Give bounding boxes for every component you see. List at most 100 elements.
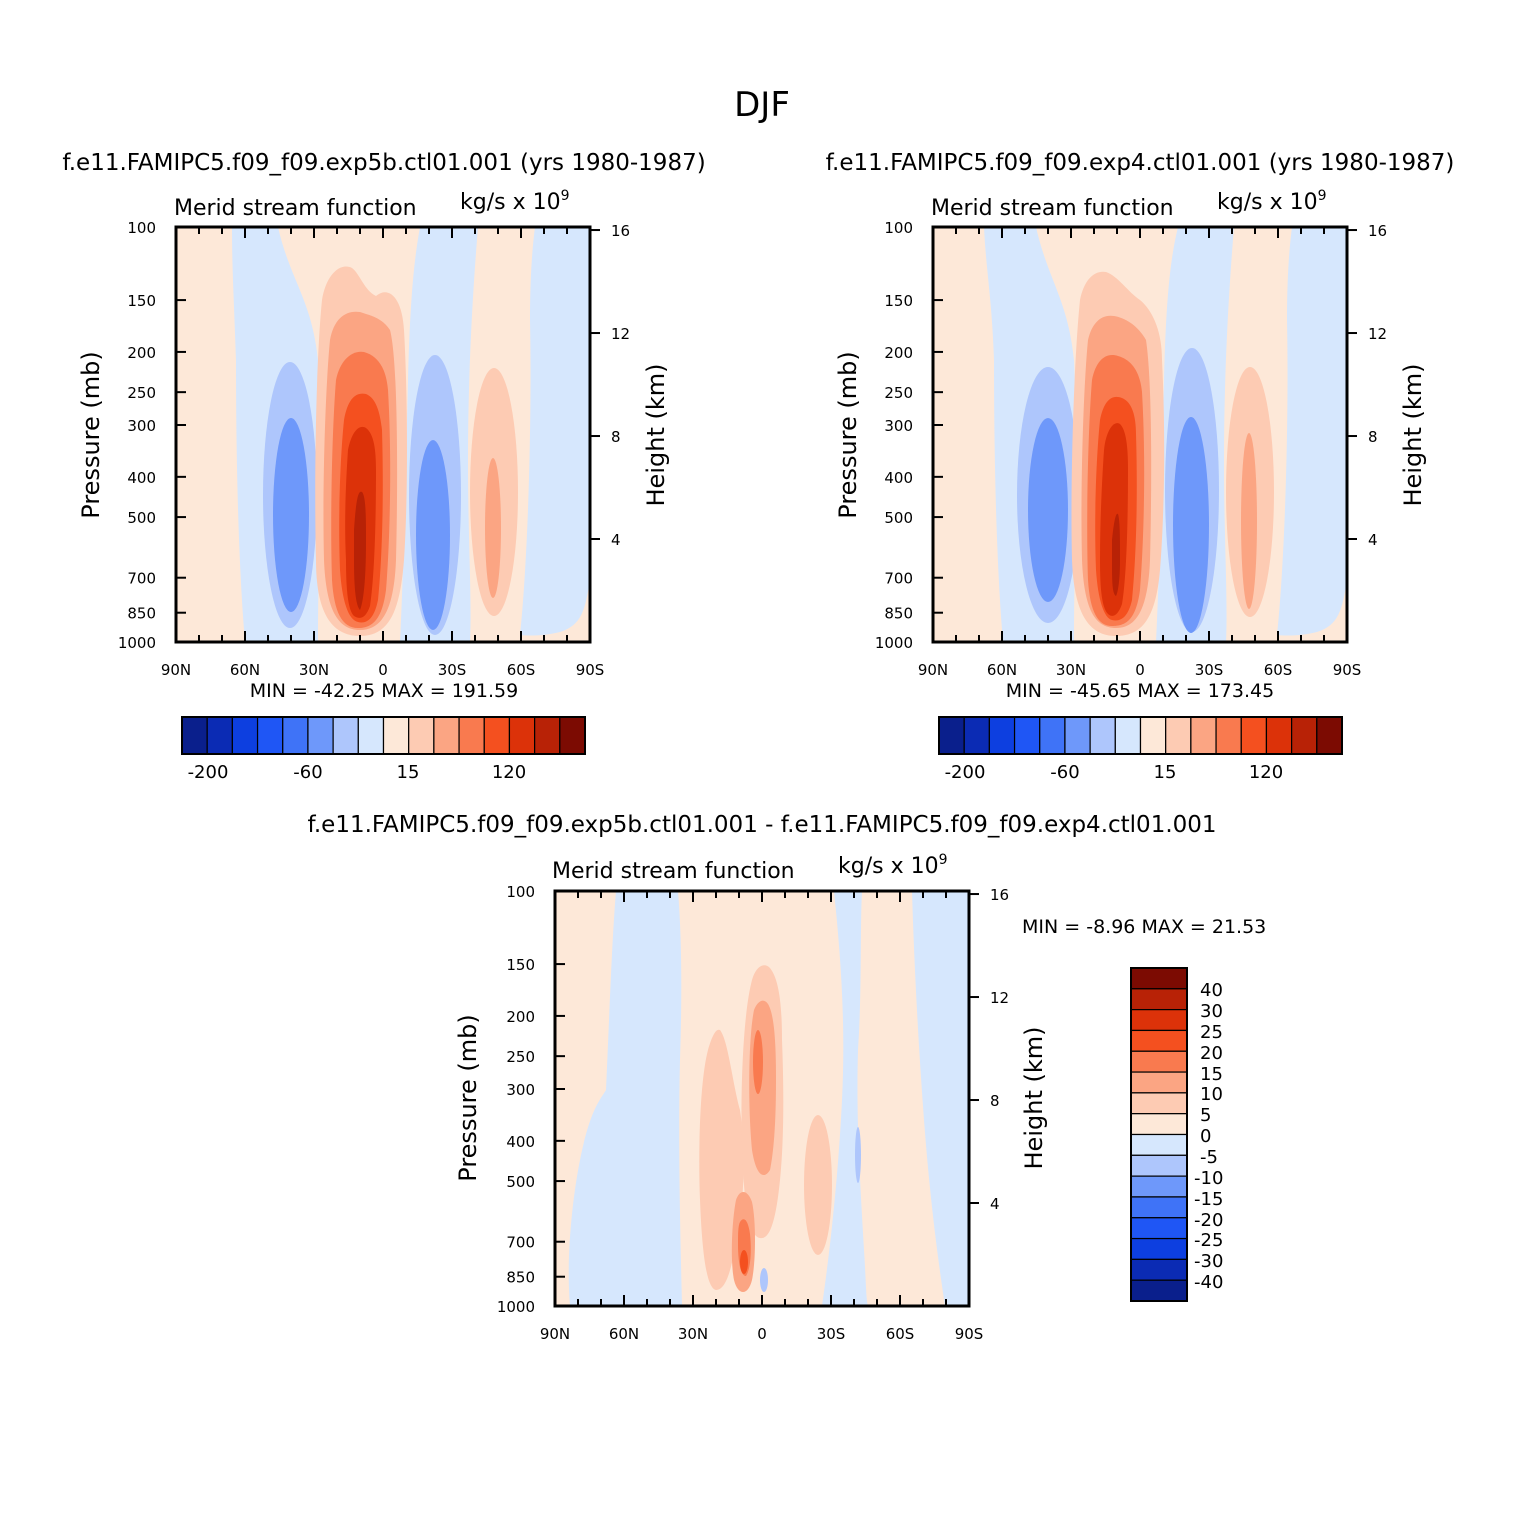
y2-tick-label: 4: [611, 531, 621, 549]
contour-pos-5: [699, 1029, 744, 1290]
colorbar-swatch: [963, 716, 990, 755]
colorbar-swatch: [508, 716, 536, 755]
colorbar-swatch: [1130, 1113, 1188, 1136]
colorbar-label: -30: [1194, 1251, 1223, 1272]
panel-test: f.e11.FAMIPC5.f09_f09.exp4.ctl01.001 (yr…: [826, 150, 1455, 783]
y-tick-label: 100: [506, 883, 535, 901]
panel-title: f.e11.FAMIPC5.f09_f09.exp4.ctl01.001 (yr…: [826, 150, 1455, 176]
y-tick-label: 400: [506, 1133, 535, 1151]
colorbar-swatch: [559, 716, 586, 755]
contour-pos-150: [1112, 513, 1120, 596]
colorbar-label: -10: [1194, 1168, 1223, 1189]
colorbar-label: 25: [1200, 1022, 1223, 1043]
y-tick-label: 300: [127, 417, 156, 435]
axes: 90N 60N 30N 0 30S 60S 90S 100 150 200 250 300 400 500…: [875, 219, 1387, 679]
colorbar-swatch: [282, 716, 309, 755]
x-tick-label: 60N: [609, 1325, 639, 1343]
y-axis-label: Pressure (mb): [454, 1014, 482, 1181]
contour-pos-40-south: [485, 458, 501, 598]
contour-neg-20-south: [1173, 417, 1209, 633]
min-max-readout: MIN = -42.25 MAX = 191.59: [250, 680, 518, 702]
axes: 90N 60N 30N 0 30S 60S 90S 100 150 200 250 300 400 500…: [118, 219, 630, 679]
y-tick-label: 700: [884, 570, 913, 588]
colorbar-swatch: [1130, 967, 1188, 990]
colorbar-label: 120: [492, 762, 526, 783]
y-tick-label: 200: [884, 344, 913, 362]
y-tick-label: 850: [506, 1269, 535, 1287]
colorbar-swatch: [458, 716, 485, 755]
colorbar-swatch: [1130, 1050, 1188, 1073]
colorbar-swatch: [1130, 1237, 1188, 1260]
contour-neg-polar: [520, 227, 590, 636]
colorbar-label: 5: [1200, 1105, 1211, 1126]
y2-tick-label: 4: [1368, 531, 1378, 549]
panel-left-label: Merid stream function: [552, 859, 795, 884]
colorbar-swatch: [1130, 1071, 1188, 1094]
y-tick-label: 200: [506, 1008, 535, 1026]
min-max-readout: MIN = -8.96 MAX = 21.53: [1022, 916, 1266, 938]
x-tick-label: 60S: [886, 1325, 915, 1343]
y-tick-label: 1000: [875, 634, 913, 652]
colorbar-label: -40: [1194, 1272, 1223, 1293]
colorbar-label: -200: [188, 762, 229, 783]
y2-tick-label: 12: [1368, 325, 1387, 343]
colorbar-swatch: [938, 716, 965, 755]
colorbar-swatch: [1130, 1009, 1188, 1032]
panel-title: f.e11.FAMIPC5.f09_f09.exp5b.ctl01.001 (y…: [62, 150, 705, 176]
colorbar-label: 15: [397, 762, 420, 783]
y-tick-label: 200: [127, 344, 156, 362]
contour-neg-20: [1028, 418, 1068, 602]
colorbar-swatch: [1316, 716, 1343, 755]
y-axis-label: Pressure (mb): [77, 351, 105, 518]
colorbar-label: -60: [293, 762, 322, 783]
contour-neg-north: [568, 891, 682, 1306]
colorbar-label: 0: [1200, 1126, 1211, 1147]
y2-tick-label: 16: [1368, 222, 1387, 240]
contour-pos-120: [1100, 423, 1128, 616]
contour-pos-5-south: [804, 1115, 832, 1255]
colorbar-label: 30: [1200, 1001, 1223, 1022]
y-tick-label: 500: [506, 1173, 535, 1191]
contour-pos-20-lower: [740, 1250, 748, 1274]
colorbar-swatch: [357, 716, 385, 755]
colorbar-swatch: [1130, 1258, 1188, 1281]
y-tick-label: 850: [127, 605, 156, 623]
y-tick-label: 700: [127, 570, 156, 588]
contour-field: [176, 227, 590, 642]
colorbar-swatch: [1130, 1175, 1188, 1198]
colorbar-swatch: [483, 716, 511, 755]
x-tick-label: 90S: [1333, 661, 1362, 679]
y-tick-label: 150: [127, 292, 156, 310]
axes: 90N 60N 30N 0 30S 60S 90S 100 150 200 250 300 400 500…: [497, 883, 1009, 1343]
colorbar-swatch: [1130, 1133, 1188, 1156]
contour-neg-polar: [1277, 227, 1347, 636]
colorbar-label: -25: [1194, 1230, 1223, 1251]
x-tick-label: 60S: [507, 661, 536, 679]
y-tick-label: 400: [127, 469, 156, 487]
y-tick-label: 100: [127, 219, 156, 237]
y-tick-label: 250: [506, 1048, 535, 1066]
colorbar-label: -200: [945, 762, 986, 783]
x-tick-label: 0: [757, 1325, 767, 1343]
colorbar-label: 15: [1200, 1064, 1223, 1085]
y-tick-label: 250: [127, 384, 156, 402]
x-tick-label: 30S: [438, 661, 467, 679]
colorbar-swatch: [408, 716, 435, 755]
colorbar-swatch: [1291, 716, 1318, 755]
colorbar-swatch: [1064, 716, 1091, 755]
panel-left-label: Merid stream function: [931, 196, 1174, 221]
y2-tick-label: 16: [611, 222, 630, 240]
units-label: kg/s x 109: [838, 852, 948, 879]
panel-control: f.e11.FAMIPC5.f09_f09.exp5b.ctl01.001 (y…: [62, 150, 705, 783]
contour-field: [933, 227, 1347, 642]
contour-neg-5: [855, 1127, 861, 1183]
colorbar-label: 15: [1154, 762, 1177, 783]
y-tick-label: 850: [884, 605, 913, 623]
y-tick-label: 250: [884, 384, 913, 402]
colorbar-label: 20: [1200, 1043, 1223, 1064]
contour-pos-10-upper: [749, 1000, 776, 1176]
colorbar-swatch: [1190, 716, 1217, 755]
colorbar-horizontal: [181, 716, 586, 755]
y-tick-label: 1000: [118, 634, 156, 652]
